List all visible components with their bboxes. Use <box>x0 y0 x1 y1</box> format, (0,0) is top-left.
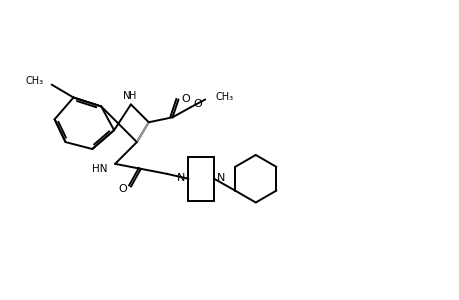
Text: CH₃: CH₃ <box>215 92 233 103</box>
Text: HN: HN <box>91 164 107 174</box>
Text: O: O <box>181 94 190 104</box>
Text: N: N <box>217 173 225 183</box>
Text: O: O <box>192 99 201 110</box>
Text: N: N <box>123 91 130 100</box>
Text: H: H <box>129 91 136 100</box>
Text: CH₃: CH₃ <box>26 76 44 85</box>
Text: O: O <box>118 184 127 194</box>
Text: N: N <box>177 173 185 183</box>
